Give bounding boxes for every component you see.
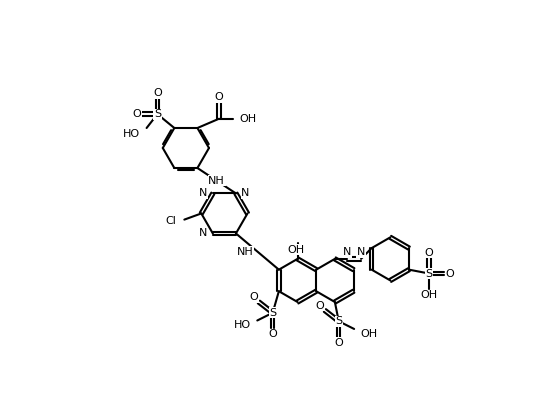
Text: S: S xyxy=(335,316,342,326)
Text: S: S xyxy=(269,308,276,318)
Text: S: S xyxy=(154,109,161,119)
Text: O: O xyxy=(250,293,258,302)
Text: OH: OH xyxy=(239,114,256,124)
Text: NH: NH xyxy=(237,246,253,257)
Text: S: S xyxy=(426,269,433,279)
Text: N: N xyxy=(199,229,208,239)
Text: OH: OH xyxy=(421,290,438,300)
Text: O: O xyxy=(445,269,454,279)
Text: O: O xyxy=(316,301,325,311)
Text: N: N xyxy=(343,247,352,257)
Text: HO: HO xyxy=(234,320,251,330)
Text: NH: NH xyxy=(208,176,225,186)
Text: O: O xyxy=(132,109,141,119)
Text: O: O xyxy=(335,338,343,348)
Text: O: O xyxy=(268,329,277,339)
Text: OH: OH xyxy=(360,329,378,339)
Text: O: O xyxy=(153,88,162,98)
Text: Cl: Cl xyxy=(166,216,177,226)
Text: N: N xyxy=(199,188,208,199)
Text: N: N xyxy=(241,188,250,199)
Text: O: O xyxy=(215,92,224,102)
Text: N: N xyxy=(357,247,365,257)
Text: HO: HO xyxy=(123,129,140,139)
Text: OH: OH xyxy=(288,245,305,255)
Text: O: O xyxy=(424,248,433,258)
